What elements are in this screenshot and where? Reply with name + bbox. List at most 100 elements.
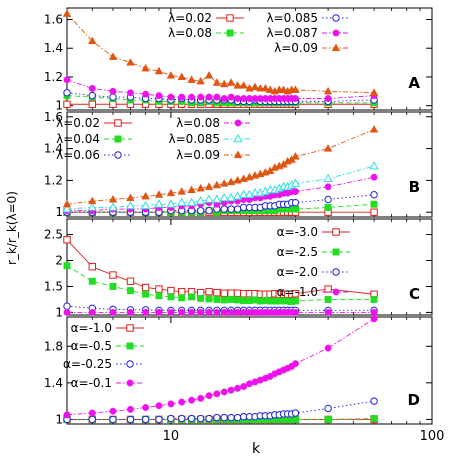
data-point — [233, 413, 242, 422]
data-point — [154, 190, 164, 198]
data-point — [167, 308, 175, 316]
data-point — [324, 415, 332, 423]
data-point — [213, 390, 221, 398]
legend: α=-1.0 α=-0.5 α=-0.25 α=-0.1 — [63, 321, 144, 390]
data-point — [141, 63, 150, 72]
legend-item: λ=0.085 — [168, 132, 252, 146]
series-1 — [63, 236, 378, 298]
data-point — [127, 405, 134, 413]
data-point — [178, 294, 186, 302]
data-point — [212, 180, 222, 189]
data-point — [197, 294, 205, 302]
data-point — [233, 205, 242, 213]
data-point — [177, 187, 186, 195]
data-point — [324, 308, 332, 316]
data-point — [187, 185, 196, 194]
data-point — [178, 287, 186, 296]
data-point — [292, 205, 299, 213]
data-point — [126, 415, 135, 424]
data-point — [126, 58, 135, 66]
y-ticks: 1 1.4 1.8 — [44, 339, 432, 426]
data-point — [155, 415, 163, 424]
y-tick-label: 2 — [55, 254, 63, 268]
data-point — [167, 286, 175, 295]
data-point — [196, 76, 205, 85]
legend-label: λ=0.04 — [56, 132, 100, 146]
data-point — [240, 297, 248, 304]
legend-label: λ=0.06 — [56, 148, 100, 162]
data-point — [63, 302, 71, 310]
data-point — [291, 152, 300, 160]
data-point — [205, 206, 213, 215]
data-point — [212, 78, 222, 86]
data-point — [240, 95, 248, 102]
data-point — [213, 413, 221, 422]
panel-letter: B — [409, 178, 420, 196]
legend-item: λ=0.02 — [56, 116, 132, 130]
legend-item: λ=0.09 — [176, 148, 252, 162]
data-point — [142, 290, 150, 298]
data-point — [213, 308, 221, 316]
y-tick-label: 1.6 — [44, 110, 63, 124]
data-point — [292, 188, 299, 195]
data-point — [291, 290, 300, 298]
data-point — [205, 93, 213, 101]
data-point — [204, 194, 214, 203]
series-line — [66, 318, 375, 416]
data-point — [196, 414, 205, 423]
data-point — [324, 195, 332, 204]
legend-label: α=-0.5 — [71, 339, 112, 353]
data-point — [370, 308, 378, 316]
data-point — [370, 173, 378, 181]
data-point — [177, 197, 187, 206]
data-point — [234, 384, 242, 392]
y-ticks: 1 1.2 1.4 1.6 — [44, 12, 432, 113]
y-tick-label: 1 — [55, 412, 63, 426]
data-point — [167, 400, 175, 408]
x-axis-label: k — [252, 441, 261, 457]
data-point — [126, 193, 135, 201]
data-point — [291, 409, 300, 417]
data-point — [167, 293, 175, 301]
data-point — [187, 75, 196, 83]
data-point — [233, 289, 242, 297]
data-point — [324, 204, 332, 211]
data-point — [63, 76, 71, 84]
data-point — [155, 285, 163, 293]
data-point — [205, 287, 213, 296]
data-point — [219, 79, 229, 88]
series-6 — [62, 124, 379, 208]
data-point — [178, 93, 186, 101]
data-point — [63, 89, 71, 97]
data-point — [108, 52, 118, 60]
data-point — [292, 297, 299, 305]
data-point — [197, 394, 205, 402]
x-ticks — [66, 317, 433, 424]
y-axis-label: r_k/r_k(λ=0) — [5, 191, 19, 265]
legend-marker — [332, 29, 340, 37]
data-point — [188, 293, 196, 301]
data-point — [88, 36, 97, 45]
data-point — [239, 81, 248, 89]
data-point — [154, 199, 164, 208]
data-point — [324, 95, 332, 102]
data-point — [166, 199, 176, 208]
data-point — [87, 202, 97, 211]
data-point — [250, 82, 260, 91]
legend-label: λ=0.09 — [176, 148, 220, 162]
data-point — [142, 308, 150, 316]
series-2 — [63, 262, 378, 305]
data-point — [205, 392, 213, 400]
data-point — [63, 308, 71, 316]
data-point — [292, 95, 299, 102]
series-line — [66, 129, 375, 205]
data-point — [63, 100, 71, 108]
panel-letter: C — [409, 285, 420, 303]
legend-label: λ=0.08 — [168, 26, 212, 40]
data-point — [369, 124, 379, 133]
data-point — [324, 344, 332, 352]
x-tick-label: 100 — [420, 429, 445, 444]
data-point — [109, 283, 117, 290]
data-point — [167, 414, 175, 423]
